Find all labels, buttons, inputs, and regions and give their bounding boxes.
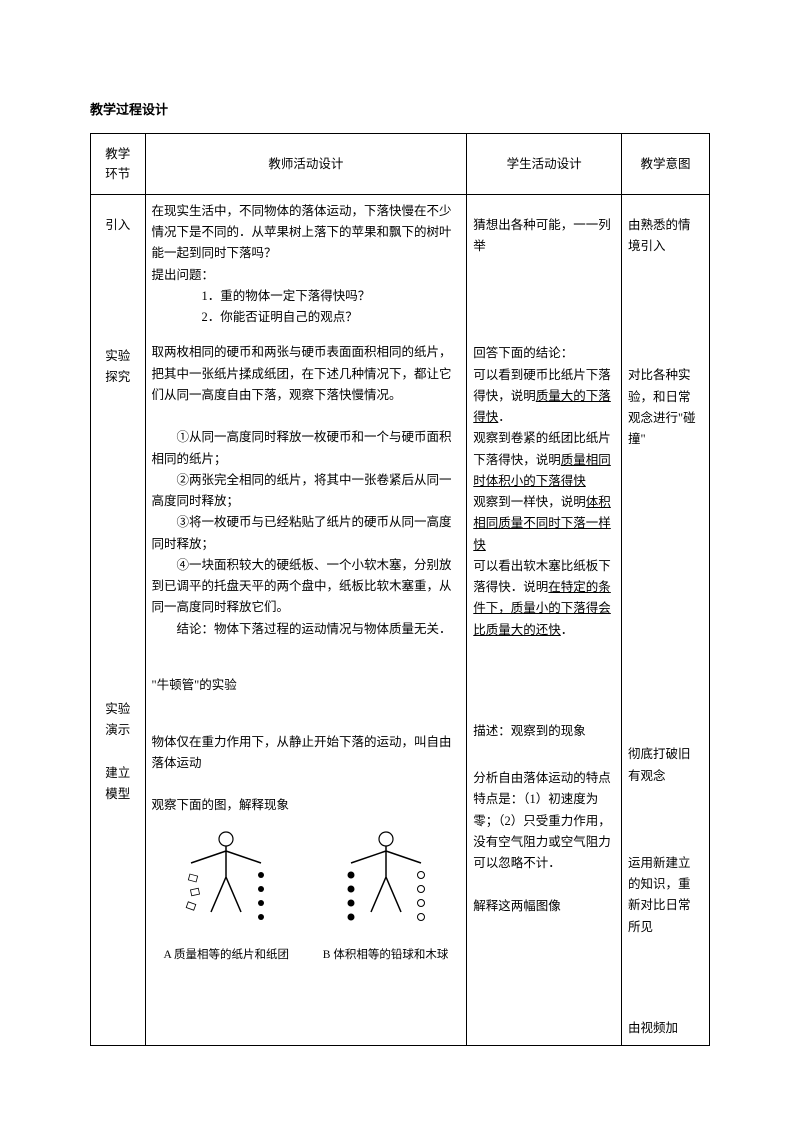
model-student-p3: 解释这两幅图像	[473, 899, 561, 913]
stage-cell: 引入 实验 探究 实验 演示 建立 模型	[91, 194, 146, 1045]
intro-q2: 2．你能否证明自己的观点？	[152, 307, 461, 328]
exp-conclusion: 结论：物体下落过程的运动情况与物体质量无关．	[152, 619, 461, 640]
demo-intent: 彻底打破旧有观念	[628, 747, 691, 782]
header-intent: 教学意图	[622, 133, 710, 194]
exp-s3a: 观察到一样快，说明	[473, 495, 586, 509]
person-b-icon	[321, 827, 451, 937]
teacher-cell: 在现实生活中，不同物体的落体运动，下落快慢在不少情况下是不同的．从苹果树上落下的…	[145, 194, 467, 1045]
exp-s1c: ．	[498, 410, 511, 424]
intro-intent: 由熟悉的情境引入	[628, 218, 691, 253]
body-row: 引入 实验 探究 实验 演示 建立 模型 在现实生活中，不同物体的落体运动，下落…	[91, 194, 710, 1045]
section-title: 教学过程设计	[90, 100, 710, 121]
intent-cell: 由熟悉的情境引入 对比各种实验，和日常观念进行"碰撞" 彻底打破旧有观念 运用新…	[622, 194, 710, 1045]
exp-item2: ②两张完全相同的纸片，将其中一张卷紧后从同一高度同时释放；	[152, 470, 461, 513]
intro-student: 猜想出各种可能，一一列举	[473, 218, 611, 253]
stage-experiment: 实验 探究	[97, 346, 139, 389]
exp-item3: ③将一枚硬币与已经粘贴了纸片的硬币从同一高度同时释放；	[152, 512, 461, 555]
caption-a: A 质量相等的纸片和纸团	[161, 946, 291, 966]
stage-model: 建立 模型	[97, 763, 139, 806]
stage-demo: 实验 演示	[97, 699, 139, 742]
student-cell: 猜想出各种可能，一一列举 回答下面的结论： 可以看到硬币比纸片下落得快，说明质量…	[467, 194, 622, 1045]
intro-teacher-p1: 在现实生活中，不同物体的落体运动，下落快慢在不少情况下是不同的．从苹果树上落下的…	[152, 204, 452, 261]
model-teacher-p1: 物体仅在重力作用下，从静止开始下落的运动，叫自由落体运动	[152, 735, 452, 770]
intro-question-label: 提出问题：	[152, 268, 215, 282]
person-a-icon	[161, 827, 291, 937]
figure-area: A 质量相等的纸片和纸团	[152, 827, 461, 966]
lesson-table: 教学 环节 教师活动设计 学生活动设计 教学意图 引入 实验 探究 实验 演示 …	[90, 133, 710, 1046]
model-student-p1: 分析自由落体运动的特点	[473, 771, 611, 785]
header-teacher: 教师活动设计	[145, 133, 467, 194]
demo-student: 描述：观察到的现象	[473, 724, 586, 738]
model-student-p2: 特点是：（1）初速度为零；（2）只受重力作用，没有空气阻力或空气阻力可以忽略不计…	[473, 792, 611, 870]
header-student: 学生活动设计	[467, 133, 622, 194]
model-teacher-p2: 观察下面的图，解释现象	[152, 798, 290, 812]
header-stage: 教学 环节	[91, 133, 146, 194]
model-intent: 运用新建立的知识，重新对比日常所见	[628, 856, 691, 934]
figure-a: A 质量相等的纸片和纸团	[161, 827, 291, 966]
exp-s4c: ．	[561, 623, 574, 637]
demo-teacher: "牛顿管"的实验	[152, 678, 237, 692]
intro-q1: 1．重的物体一定下落得快吗？	[152, 286, 461, 307]
exp-teacher-p1: 取两枚相同的硬币和两张与硬币表面面积相同的纸片，把其中一张纸片揉成纸团，在下述几…	[152, 345, 452, 402]
header-row: 教学 环节 教师活动设计 学生活动设计 教学意图	[91, 133, 710, 194]
model-intent2: 由视频加	[628, 1021, 678, 1035]
exp-item1: ①从同一高度同时释放一枚硬币和一个与硬币面积相同的纸片；	[152, 427, 461, 470]
exp-intent: 对比各种实验，和日常观念进行"碰撞"	[628, 368, 696, 446]
exp-student-label: 回答下面的结论：	[473, 346, 573, 360]
stage-intro: 引入	[97, 215, 139, 236]
caption-b: B 体积相等的铅球和木球	[321, 946, 451, 966]
exp-item4: ④一块面积较大的硬纸板、一个小软木塞，分别放到已调平的托盘天平的两个盘中，纸板比…	[152, 555, 461, 619]
figure-b: B 体积相等的铅球和木球	[321, 827, 451, 966]
